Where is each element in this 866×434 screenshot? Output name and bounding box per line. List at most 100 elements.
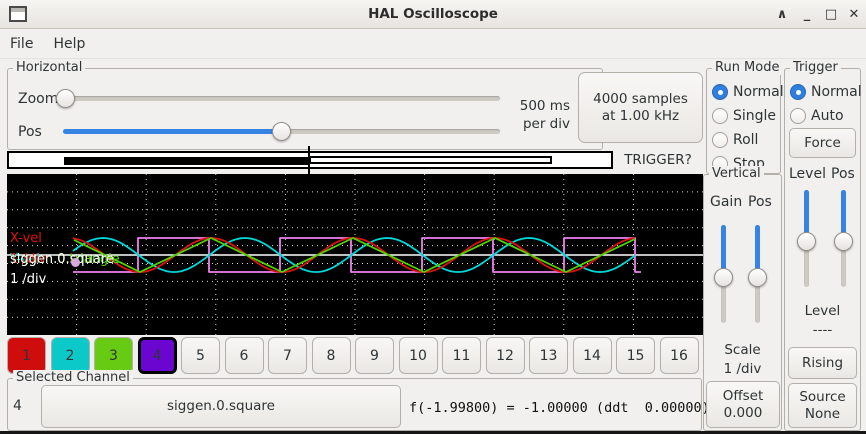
- samples-count: 4000 samples: [593, 90, 688, 107]
- trigger-mode-option-normal[interactable]: Normal: [790, 80, 862, 103]
- vertical-pos-slider-label: Pos: [748, 194, 772, 210]
- run-mode-options: Normal Single Roll Stop: [707, 80, 784, 175]
- menu-help[interactable]: Help: [53, 35, 86, 52]
- titlebar: HAL Oscilloscope ∧ _ □ ✕: [0, 0, 866, 29]
- trigger-mode-option-label: Auto: [811, 107, 844, 124]
- channel-button-16[interactable]: 16: [659, 337, 699, 374]
- time-per-div-readout: 500 ms per div: [490, 97, 570, 133]
- samples-rate: at 1.00 kHz: [601, 107, 680, 124]
- run-mode-frame: Run Mode Normal Single Roll Stop: [706, 60, 784, 175]
- channel-button-15[interactable]: 15: [616, 337, 655, 374]
- trigger-source-button[interactable]: Source None: [788, 383, 857, 428]
- trigger-level-slider-fill: [804, 190, 809, 234]
- gain-slider-fill: [721, 225, 726, 270]
- trigger-pos-slider-handle[interactable]: [834, 232, 853, 251]
- channel-button-5[interactable]: 5: [181, 337, 220, 374]
- trigger-level-readout-value: ----: [812, 322, 833, 338]
- gain-slider-label: Gain: [710, 194, 743, 210]
- trigger-level-readout-label: Level: [804, 303, 841, 319]
- minimize-icon[interactable]: _: [803, 6, 811, 22]
- pos-slider-handle[interactable]: [272, 122, 291, 141]
- vertical-pos-slider-handle[interactable]: [748, 268, 767, 287]
- offset-button[interactable]: Offset 0.000: [706, 381, 780, 428]
- vertical-frame-label: Vertical: [709, 166, 764, 181]
- radio-icon: [790, 107, 806, 124]
- trigger-pos-slider-fill: [841, 190, 846, 234]
- radio-icon: [712, 83, 728, 100]
- vertical-frame: Vertical: [703, 166, 782, 431]
- trigger-level-slider-handle[interactable]: [797, 232, 816, 251]
- run-mode-option-label: Roll: [733, 131, 759, 148]
- window-title: HAL Oscilloscope: [368, 6, 498, 22]
- trigger-frame-label: Trigger: [790, 60, 841, 75]
- channel-button-9[interactable]: 9: [355, 337, 394, 374]
- horizontal-frame: Horizontal: [7, 60, 603, 150]
- time-per-div-unit: per div: [522, 116, 570, 132]
- run-mode-option-roll[interactable]: Roll: [712, 128, 780, 151]
- selected-channel-name-button[interactable]: siggen.0.square: [41, 385, 401, 428]
- channel4-trace-label: siggen.0.square: [10, 252, 114, 267]
- channel-button-11[interactable]: 11: [442, 337, 481, 374]
- channel2-trace-label: Y-vel: [10, 252, 41, 267]
- run-mode-option-single[interactable]: Single: [712, 104, 780, 127]
- run-mode-frame-label: Run Mode: [712, 60, 783, 75]
- channel-button-3[interactable]: 3: [94, 337, 133, 374]
- maximize-icon[interactable]: □: [824, 6, 838, 22]
- shade-icon[interactable]: ∧: [776, 6, 788, 22]
- scale-value: 1 /div: [723, 361, 762, 377]
- channel-button-8[interactable]: 8: [311, 337, 351, 374]
- trigger-options: Normal Auto: [785, 80, 862, 127]
- force-button[interactable]: Force: [789, 128, 856, 158]
- samples-button[interactable]: 4000 samples at 1.00 kHz: [578, 72, 703, 143]
- gain-slider-handle[interactable]: [714, 268, 733, 287]
- record-progress-bar: [7, 151, 613, 169]
- channel-button-12[interactable]: 12: [485, 337, 525, 374]
- radio-icon: [712, 107, 728, 124]
- selected-channel-marker-dot: [71, 258, 80, 267]
- channel-buttons: 1 2 3 4 5 6 7 8 9 10 11 12 13 14 15 16: [7, 337, 699, 374]
- trigger-level-slider-label: Level: [789, 166, 826, 182]
- vertical-pos-slider-fill: [755, 225, 760, 270]
- trigger-mode-option-auto[interactable]: Auto: [790, 104, 860, 127]
- channel-button-13[interactable]: 13: [529, 337, 568, 374]
- offset-label: Offset: [722, 387, 764, 404]
- menu-file[interactable]: File: [10, 35, 34, 52]
- trigger-position-marker: [308, 146, 310, 174]
- channel-button-2[interactable]: 2: [50, 337, 90, 374]
- zoom-slider-label: Zoom: [18, 91, 59, 107]
- selected-channel-frame: Selected Channel: [7, 370, 702, 431]
- trigger-mode-option-label: Normal: [811, 83, 862, 100]
- time-per-div-value: 500 ms: [519, 98, 570, 114]
- zoom-slider-trough[interactable]: [55, 96, 500, 101]
- pos-slider-fill: [63, 129, 281, 134]
- channel-button-6[interactable]: 6: [224, 337, 264, 374]
- channel-button-10[interactable]: 10: [398, 337, 438, 374]
- run-mode-option-label: Single: [733, 107, 777, 124]
- channel-button-14[interactable]: 14: [572, 337, 612, 374]
- scope-display[interactable]: X-vel Y-vel 1 /div siggen.0.triangle sig…: [7, 174, 703, 335]
- close-icon[interactable]: ✕: [848, 6, 860, 22]
- selected-channel-number: 4: [13, 398, 22, 414]
- trigger-pos-slider-label: Pos: [831, 166, 855, 182]
- radio-icon: [790, 83, 806, 100]
- channel-button-4[interactable]: 4: [137, 337, 177, 374]
- trigger-edge-button[interactable]: Rising: [788, 347, 857, 379]
- pos-slider-label: Pos: [18, 124, 42, 140]
- record-pending-segment: [309, 156, 552, 164]
- trigger-status-label: TRIGGER?: [624, 152, 692, 168]
- channel-button-7[interactable]: 7: [268, 337, 307, 374]
- channel1-scale-label: 1 /div: [10, 252, 47, 267]
- run-mode-option-label: Normal: [733, 83, 784, 100]
- channel1-trace-label: X-vel: [10, 231, 42, 246]
- trigger-source-value: None: [804, 405, 841, 422]
- zoom-slider-handle[interactable]: [56, 89, 75, 108]
- selected-channel-frame-label: Selected Channel: [13, 370, 133, 385]
- channel-button-1[interactable]: 1: [7, 337, 46, 374]
- record-filled-segment: [64, 156, 309, 165]
- selected-scale-label: 1 /div: [10, 272, 47, 287]
- scope-canvas: [7, 174, 703, 335]
- run-mode-option-normal[interactable]: Normal: [712, 80, 784, 103]
- offset-value: 0.000: [723, 404, 763, 421]
- scale-label: Scale: [724, 342, 761, 358]
